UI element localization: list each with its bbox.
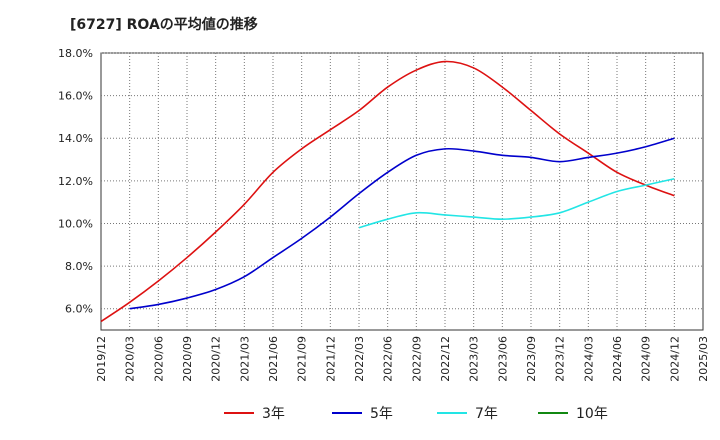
- x-tick-label: 2022/03: [353, 336, 366, 382]
- x-tick-label: 2021/09: [296, 336, 309, 382]
- chart-title: [6727] ROAの平均値の推移: [70, 17, 258, 33]
- x-tick-label: 2025/03: [697, 336, 710, 382]
- y-tick-label: 8.0%: [65, 260, 93, 273]
- x-tick-label: 2020/12: [210, 336, 223, 382]
- y-axis-ticks: 6.0% 8.0% 10.0% 12.0% 14.0% 16.0% 18.0%: [58, 47, 93, 316]
- x-tick-label: 2023/12: [554, 336, 567, 382]
- legend-label: 5年: [370, 406, 393, 422]
- x-tick-label: 2020/06: [152, 336, 165, 382]
- y-tick-label: 14.0%: [58, 132, 93, 145]
- x-tick-label: 2020/09: [181, 336, 194, 382]
- series-line-3: [358, 177, 675, 229]
- x-tick-label: 2019/12: [95, 336, 108, 382]
- x-tick-label: 2021/06: [267, 336, 280, 382]
- y-tick-label: 12.0%: [58, 175, 93, 188]
- plot-area-border: [100, 52, 704, 331]
- x-tick-label: 2024/06: [611, 336, 624, 382]
- x-tick-label: 2022/09: [410, 336, 423, 382]
- y-tick-label: 18.0%: [58, 47, 93, 60]
- y-tick-label: 6.0%: [65, 303, 93, 316]
- x-tick-label: 2022/06: [382, 336, 395, 382]
- x-tick-label: 2021/03: [238, 336, 251, 382]
- x-tick-label: 2023/09: [525, 336, 538, 382]
- x-tick-label: 2022/12: [439, 336, 452, 382]
- series-line-1: [100, 60, 675, 323]
- series-lines: [100, 60, 675, 323]
- legend-label: 3年: [262, 406, 285, 422]
- grid-lines: [101, 52, 703, 330]
- x-tick-label: 2024/09: [640, 336, 653, 382]
- legend-label: 7年: [475, 406, 498, 422]
- x-tick-label: 2024/12: [668, 336, 681, 382]
- y-tick-label: 10.0%: [58, 217, 93, 230]
- x-tick-label: 2021/12: [324, 336, 337, 382]
- x-tick-label: 2020/03: [124, 336, 137, 382]
- y-tick-label: 16.0%: [58, 90, 93, 103]
- legend-label: 10年: [576, 406, 608, 422]
- x-tick-label: 2024/03: [582, 336, 595, 382]
- x-axis-ticks: 2019/12 2020/03 2020/06 2020/09 2020/12 2021/…: [95, 336, 710, 382]
- series-line-2: [129, 137, 675, 310]
- legend: 3年 5年 7年 10年: [224, 406, 608, 422]
- x-tick-label: 2023/03: [468, 336, 481, 382]
- x-tick-label: 2023/06: [496, 336, 509, 382]
